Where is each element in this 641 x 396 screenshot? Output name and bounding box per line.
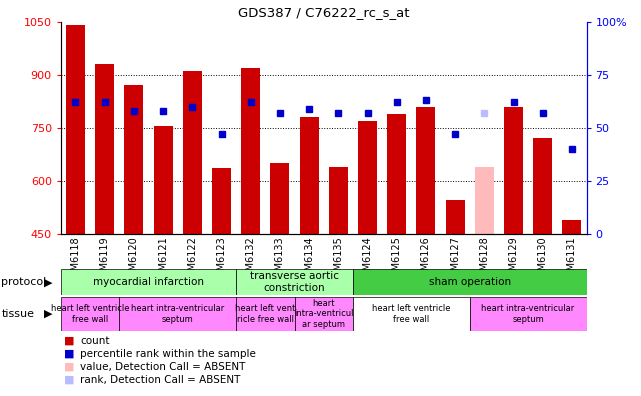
Bar [562,219,581,234]
Text: value, Detection Call = ABSENT: value, Detection Call = ABSENT [80,362,246,372]
Bar [358,121,377,234]
Bar [124,86,144,234]
Bar [329,167,348,234]
Bar [61,297,119,331]
Bar [154,126,172,234]
Text: ■: ■ [64,335,74,346]
Bar [475,167,494,234]
Bar [241,68,260,234]
Text: rank, Detection Call = ABSENT: rank, Detection Call = ABSENT [80,375,240,385]
Text: ■: ■ [64,348,74,359]
Bar [271,163,289,234]
Text: ■: ■ [64,362,74,372]
Bar [236,269,353,295]
Bar [294,297,353,331]
Bar [445,200,465,234]
Text: tissue: tissue [1,309,34,319]
Text: ▶: ▶ [44,309,52,319]
Title: GDS387 / C76222_rc_s_at: GDS387 / C76222_rc_s_at [238,6,410,19]
Text: ▶: ▶ [44,277,52,287]
Bar [236,297,294,331]
Bar [533,138,552,234]
Text: transverse aortic
constriction: transverse aortic constriction [250,271,339,293]
Text: count: count [80,335,110,346]
Text: heart intra-ventricular
septum: heart intra-ventricular septum [481,304,575,324]
Bar [504,107,523,234]
Bar [299,117,319,234]
Bar [417,107,435,234]
Bar [119,297,236,331]
Bar [387,114,406,234]
Text: sham operation: sham operation [429,277,511,287]
Bar [96,64,114,234]
Bar [470,297,587,331]
Bar [183,71,202,234]
Bar [66,25,85,234]
Text: heart intra-ventricular
septum: heart intra-ventricular septum [131,304,224,324]
Text: heart left ventricle
free wall: heart left ventricle free wall [51,304,129,324]
Bar [61,269,236,295]
Text: heart left vent
ricle free wall: heart left vent ricle free wall [235,304,296,324]
Text: protocol: protocol [1,277,47,287]
Bar [353,297,470,331]
Bar [353,269,587,295]
Text: ■: ■ [64,375,74,385]
Text: percentile rank within the sample: percentile rank within the sample [80,348,256,359]
Text: heart left ventricle
free wall: heart left ventricle free wall [372,304,451,324]
Text: heart
intra-ventricul
ar septum: heart intra-ventricul ar septum [294,299,353,329]
Text: myocardial infarction: myocardial infarction [93,277,204,287]
Bar [212,168,231,234]
